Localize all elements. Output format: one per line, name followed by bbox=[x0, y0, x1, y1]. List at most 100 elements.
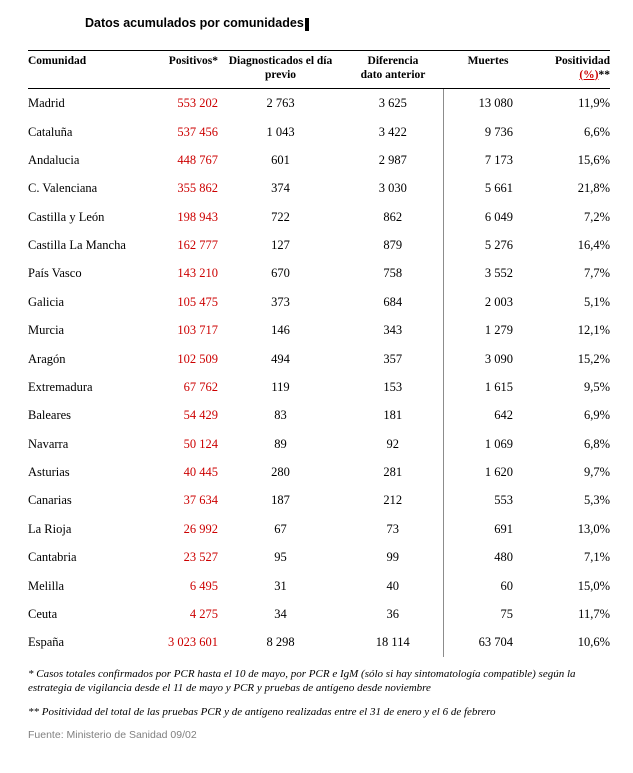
cell-diagnosticados: 2 763 bbox=[266, 96, 295, 111]
cell-diagnosticados: 280 bbox=[271, 465, 290, 479]
cell-diagnosticados: 31 bbox=[274, 578, 287, 593]
cell-positivos: 26 992 bbox=[183, 521, 218, 536]
cell-diagnosticados: 34 bbox=[274, 606, 287, 621]
cell-diagnosticados: 494 bbox=[271, 351, 290, 366]
cell-muertes: 7 173 bbox=[442, 145, 533, 175]
column-header-diagnosticados: Diagnosticados el día previo bbox=[218, 49, 343, 90]
document-title-line[interactable]: Datos acumulados por comunidades bbox=[85, 16, 610, 32]
cell-diferencia: 18 114 bbox=[375, 635, 410, 650]
table-row: Castilla y León 198 943 722 862 6 049 7,2% bbox=[28, 202, 610, 231]
cell-positivos: 105 475 bbox=[177, 294, 218, 309]
cell-diagnosticados: 374 bbox=[271, 181, 290, 196]
cell-comunidad: Extremadura bbox=[28, 379, 93, 394]
cell-comunidad: Asturias bbox=[28, 465, 70, 479]
cell-positivos: 102 509 bbox=[177, 351, 218, 366]
cell-diagnosticados: 601 bbox=[271, 152, 290, 167]
cell-comunidad: Aragón bbox=[28, 351, 66, 366]
cell-positividad: 16,4% bbox=[577, 238, 610, 252]
cell-diferencia: 73 bbox=[386, 521, 400, 536]
cell-positividad: 6,9% bbox=[583, 408, 610, 423]
cell-positividad: 21,8% bbox=[577, 181, 610, 196]
positividad-header-line2: (%)** bbox=[579, 68, 610, 81]
table-row: Navarra 50 124 89 92 1 069 6,8% bbox=[28, 429, 610, 458]
table-row: Murcia 103 717 146 343 1 279 12,1% bbox=[28, 316, 610, 345]
cell-comunidad: Navarra bbox=[28, 436, 69, 451]
cell-diferencia: 343 bbox=[383, 323, 403, 338]
footnote-pcr: * Casos totales confirmados por PCR hast… bbox=[28, 667, 576, 695]
cell-diferencia: 212 bbox=[383, 493, 403, 508]
page-title: Datos acumulados por comunidades bbox=[85, 16, 304, 31]
column-header-comunidad: Comunidad bbox=[28, 49, 158, 90]
cell-diagnosticados: 95 bbox=[274, 550, 287, 565]
table-row: Extremadura 67 762 119 153 1 615 9,5% bbox=[28, 372, 610, 402]
cell-diagnosticados: 119 bbox=[271, 379, 290, 394]
table-row: Canarias 37 634 187 212 553 5,3% bbox=[28, 486, 610, 515]
table-row: Castilla La Mancha 162 777 127 879 5 276 16,4… bbox=[28, 231, 610, 260]
cell-muertes: 1 069 bbox=[442, 429, 533, 458]
cell-positividad: 6,6% bbox=[583, 124, 610, 139]
positividad-header-line1: Positividad bbox=[555, 55, 610, 67]
table-row: Madrid 553 202 2 763 3 625 13 080 11,9% bbox=[28, 88, 610, 118]
table-row: Galicia 105 475 373 684 2 003 5,1% bbox=[28, 287, 610, 317]
cell-positividad: 6,8% bbox=[583, 436, 610, 451]
cell-positividad: 10,6% bbox=[577, 635, 610, 650]
cell-comunidad: España bbox=[28, 635, 65, 650]
table-row: C. Valenciana 355 862 374 3 030 5 661 21,8% bbox=[28, 174, 610, 203]
cell-muertes: 480 bbox=[442, 543, 533, 572]
cell-diagnosticados: 373 bbox=[271, 294, 290, 309]
cell-positivos: 537 456 bbox=[177, 124, 218, 139]
cell-diagnosticados: 8 298 bbox=[266, 635, 295, 650]
cell-positividad: 7,2% bbox=[583, 209, 610, 224]
cell-positivos: 103 717 bbox=[177, 323, 218, 338]
cell-comunidad: Cataluña bbox=[28, 124, 73, 139]
cell-positividad: 15,2% bbox=[577, 351, 610, 366]
cell-muertes: 642 bbox=[442, 401, 533, 430]
cell-diagnosticados: 722 bbox=[271, 209, 290, 224]
cell-diferencia: 153 bbox=[383, 379, 403, 394]
cell-diferencia: 36 bbox=[386, 606, 400, 621]
cell-comunidad: Madrid bbox=[28, 96, 65, 111]
cell-muertes: 5 661 bbox=[442, 174, 533, 203]
table-row: Cataluña 537 456 1 043 3 422 9 736 6,6% bbox=[28, 117, 610, 146]
cell-positividad: 5,3% bbox=[583, 493, 610, 508]
cell-diferencia: 3 625 bbox=[378, 96, 407, 111]
cell-diagnosticados: 187 bbox=[271, 493, 290, 508]
cell-positividad: 7,1% bbox=[583, 550, 610, 565]
table-row: Asturias 40 445 280 281 1 620 9,7% bbox=[28, 458, 610, 487]
cell-muertes: 553 bbox=[442, 486, 533, 515]
cell-muertes: 1 615 bbox=[442, 372, 533, 402]
cell-comunidad: Galicia bbox=[28, 294, 65, 309]
cell-positividad: 9,5% bbox=[583, 379, 610, 394]
cell-positividad: 9,7% bbox=[583, 465, 610, 479]
cell-positivos: 162 777 bbox=[177, 238, 218, 252]
cell-positividad: 15,6% bbox=[577, 152, 610, 167]
table-header: Comunidad Positivos* Diagnosticados el día… bbox=[28, 49, 610, 90]
communities-data-table: Comunidad Positivos* Diagnosticados el día… bbox=[28, 49, 610, 657]
cell-positividad: 15,0% bbox=[577, 578, 610, 593]
cell-comunidad: Cantabria bbox=[28, 550, 77, 565]
header-row: Comunidad Positivos* Diagnosticados el día… bbox=[28, 49, 610, 90]
cell-muertes: 13 080 bbox=[442, 88, 533, 118]
cell-diferencia: 92 bbox=[386, 436, 400, 451]
cell-muertes: 1 620 bbox=[442, 458, 533, 487]
cell-comunidad: Melilla bbox=[28, 578, 65, 593]
cell-positivos: 3 023 601 bbox=[168, 635, 218, 650]
cell-positividad: 12,1% bbox=[577, 323, 610, 338]
cell-muertes: 9 736 bbox=[442, 117, 533, 146]
cell-positivos: 448 767 bbox=[177, 152, 218, 167]
column-header-diferencia: Diferencia dato anterior bbox=[343, 49, 443, 90]
cell-diferencia: 862 bbox=[383, 209, 403, 224]
cell-diagnosticados: 670 bbox=[271, 266, 290, 281]
inserted-percent-text: (%) bbox=[579, 68, 599, 81]
cell-comunidad: Castilla y León bbox=[28, 209, 105, 224]
cell-positividad: 7,7% bbox=[583, 266, 610, 281]
cell-diferencia: 2 987 bbox=[378, 152, 407, 167]
table-row: Baleares 54 429 83 181 642 6,9% bbox=[28, 401, 610, 430]
table-row: Ceuta 4 275 34 36 75 11,7% bbox=[28, 599, 610, 629]
table-row: Cantabria 23 527 95 99 480 7,1% bbox=[28, 543, 610, 572]
table-row: La Rioja 26 992 67 73 691 13,0% bbox=[28, 514, 610, 544]
cell-diferencia: 3 030 bbox=[378, 181, 407, 196]
cell-diagnosticados: 67 bbox=[274, 521, 287, 536]
cell-diferencia: 758 bbox=[383, 266, 403, 281]
